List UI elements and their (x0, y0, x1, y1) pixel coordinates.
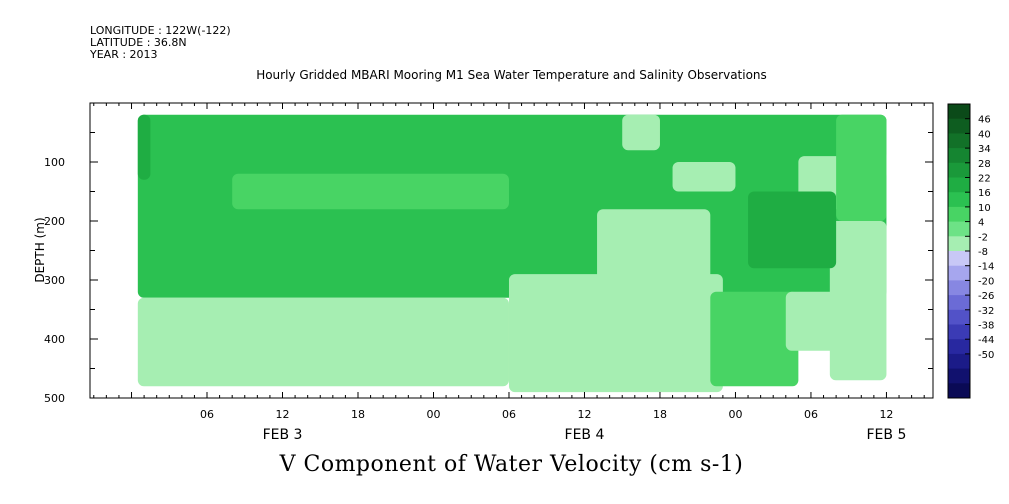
colorbar-label: -20 (978, 276, 994, 287)
data-region (672, 162, 736, 192)
colorbar-label: -26 (978, 291, 994, 302)
colorbar-swatch (948, 353, 970, 370)
data-region (232, 173, 509, 210)
colorbar-label: 10 (978, 203, 991, 214)
colorbar-label: 28 (978, 159, 991, 170)
colorbar-swatch (948, 221, 970, 237)
colorbar-swatch (948, 295, 970, 311)
x-tick-label: 00 (728, 408, 742, 421)
data-region (622, 114, 660, 151)
x-tick-label: 06 (200, 408, 214, 421)
colorbar-label: 4 (978, 218, 984, 229)
x-tick-label: 12 (577, 408, 591, 421)
chart-title: Hourly Gridded MBARI Mooring M1 Sea Wate… (256, 68, 767, 82)
data-region (836, 114, 887, 221)
data-region (137, 114, 151, 180)
colorbar-swatch (948, 177, 970, 193)
y-tick-label: 200 (44, 215, 65, 228)
colorbar-swatch (948, 383, 970, 399)
y-axis-label: DEPTH (m) (33, 217, 47, 282)
colorbar-label: -2 (978, 232, 988, 243)
date-label: FEB 4 (565, 427, 605, 443)
y-tick-label: 100 (44, 156, 65, 169)
data-region (609, 238, 686, 357)
colorbar-swatch (948, 339, 970, 355)
latitude-label: LATITUDE : 36.8N (90, 36, 187, 49)
colorbar-label: 34 (978, 144, 991, 155)
data-region (748, 191, 837, 269)
longitude-label: LONGITUDE : 122W(-122) (90, 24, 231, 37)
x-tick-label: 06 (502, 408, 516, 421)
axes: 06 12 18 00 06 12 18 00 06 12 FEB 3 FEB 4 FEB 5 100 20… (44, 103, 933, 443)
y-tick-label: 500 (44, 392, 65, 405)
chart-caption: V Component of Water Velocity (cm s-1) (279, 452, 744, 477)
x-tick-label: 12 (879, 408, 893, 421)
x-tick-label: 00 (426, 408, 440, 421)
colorbar-label: 46 (978, 115, 991, 126)
colorbar-swatch (948, 192, 970, 208)
x-tick-label: 12 (276, 408, 290, 421)
plot-area (137, 114, 887, 393)
date-label: FEB 5 (867, 427, 907, 443)
colorbar-label: 22 (978, 174, 991, 185)
colorbar-swatch (948, 251, 970, 267)
x-tick-label: 18 (653, 408, 667, 421)
x-tick-label: 18 (351, 408, 365, 421)
colorbar-swatch (948, 104, 970, 120)
colorbar-label: -8 (978, 247, 988, 258)
colorbar-swatch (948, 280, 970, 296)
x-tick-label: 06 (804, 408, 818, 421)
colorbar-label: 16 (978, 188, 991, 199)
colorbar-label: -38 (978, 321, 994, 332)
colorbar-swatch (948, 148, 970, 164)
colorbar-swatch (948, 206, 970, 223)
year-label: YEAR : 2013 (90, 48, 158, 61)
colorbar-swatch (948, 368, 970, 384)
colorbar-label: -32 (978, 306, 994, 317)
colorbar-label: -50 (978, 350, 994, 361)
data-region (710, 291, 799, 387)
colorbar-swatch (948, 118, 970, 134)
colorbar: 46 40 34 28 22 16 10 4 -2 -8 -14 -20 -26 -32 -38 -44 -50 (947, 103, 994, 399)
colorbar-swatch (948, 324, 970, 340)
colorbar-swatch (948, 265, 970, 281)
colorbar-label: 40 (978, 129, 991, 140)
colorbar-label: -44 (978, 335, 994, 346)
colorbar-label: -14 (978, 262, 994, 273)
y-tick-label: 400 (44, 333, 65, 346)
colorbar-swatch (948, 162, 970, 178)
data-region (829, 221, 887, 381)
y-tick-label: 300 (44, 274, 65, 287)
data-region (137, 297, 509, 387)
colorbar-swatch (948, 309, 970, 325)
colorbar-swatch (948, 236, 970, 252)
colorbar-swatch (948, 133, 970, 149)
date-label: FEB 3 (263, 427, 303, 443)
